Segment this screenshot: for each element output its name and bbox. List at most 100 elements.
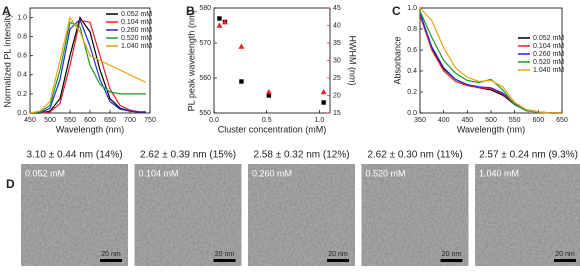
image-caption: 3.10 ± 0.44 nm (14%) (26, 150, 122, 161)
x-tick-label: 700 (124, 117, 136, 124)
y-axis-title: Normalized PL intensity (2, 13, 12, 108)
scale-bar-label: 20 nm (328, 251, 348, 258)
plot-frame (213, 7, 331, 114)
x-tick-label: 600 (532, 117, 544, 124)
triangle-marker (265, 89, 272, 95)
legend-label: 1.040 mM (121, 43, 152, 50)
panel-letter: A (2, 4, 11, 18)
y-tick-label: 550 (199, 110, 211, 117)
scale-bar (213, 259, 236, 262)
y2-tick-label: 25 (333, 75, 341, 82)
tem-texture (475, 164, 580, 266)
image-caption: 2.62 ± 0.30 nm (11%) (367, 150, 462, 161)
y-tick-label: 570 (199, 40, 211, 47)
image-caption: 2.58 ± 0.32 nm (12%) (253, 150, 349, 161)
panel-letter: D (6, 177, 15, 191)
x-tick-label: 0.5 (262, 117, 272, 124)
legend-label: 0.260 mM (533, 51, 564, 58)
scale-bar (440, 259, 463, 262)
y-tick-label: 0.4 (17, 72, 27, 79)
y2-tick-label: 45 (333, 5, 341, 12)
x-axis-title: Cluster concentration (mM) (218, 124, 327, 134)
y-tick-label: 580 (199, 5, 211, 12)
triangle-marker (221, 19, 228, 25)
scale-bar-label: 20 nm (442, 251, 462, 258)
tem-texture (21, 164, 128, 266)
x-tick-label: 550 (64, 117, 76, 124)
y2-tick-label: 40 (333, 22, 341, 29)
y-axis-title: Absorbance (392, 36, 402, 84)
square-marker (321, 100, 326, 105)
x-tick-label: 400 (438, 117, 450, 124)
legend-label: 0.260 mM (121, 27, 152, 34)
y-axis-title: PL peak wavelength (nm) (186, 10, 196, 112)
tem-texture (248, 164, 355, 266)
square-marker (217, 16, 222, 21)
concentration-label: 1.040 mM (479, 168, 519, 178)
image-caption: 2.57 ± 0.24 nm (9.3%) (479, 150, 578, 161)
legend-label: 0.104 mM (533, 43, 564, 50)
square-marker (266, 93, 272, 98)
y-tick-label: 0.8 (17, 33, 27, 40)
y2-tick-label: 15 (333, 110, 341, 117)
concentration-label: 0.052 mM (25, 168, 65, 178)
y-tick-label: 560 (199, 75, 211, 82)
triangle-marker (238, 43, 245, 49)
scale-bar (554, 259, 576, 262)
panel-letter: B (186, 4, 195, 18)
legend-label: 0.104 mM (121, 19, 152, 26)
x-tick-label: 450 (24, 117, 36, 124)
x-tick-label: 650 (104, 117, 116, 124)
panel-letter: C (392, 4, 401, 18)
line-series (30, 19, 146, 114)
y2-axis-title: HWHM (nm) (348, 36, 358, 86)
y2-tick-label: 30 (333, 57, 341, 64)
legend-label: 0.520 mM (121, 35, 152, 42)
x-tick-label: 650 (556, 117, 568, 124)
x-tick-label: 550 (509, 117, 521, 124)
y-tick-label: 1.0 (407, 5, 417, 12)
x-tick-label: 350 (414, 117, 426, 124)
x-tick-label: 1.0 (315, 117, 325, 124)
triangle-marker (216, 22, 223, 28)
x-tick-label: 0.0 (209, 117, 219, 124)
y-tick-label: 0.0 (17, 110, 27, 117)
y-tick-label: 0.6 (407, 47, 417, 54)
y2-tick-label: 20 (333, 92, 341, 99)
legend-label: 1.040 mM (533, 67, 564, 74)
x-axis-title: Wavelength (nm) (457, 124, 525, 134)
line-series (30, 18, 146, 114)
legend-label: 0.052 mM (121, 11, 152, 18)
scale-bar (100, 259, 122, 262)
y-tick-label: 0.6 (17, 53, 27, 60)
tem-texture (361, 164, 469, 266)
line-series (419, 7, 562, 114)
concentration-label: 0.520 mM (366, 168, 406, 178)
scale-bar-label: 20 nm (555, 251, 575, 258)
y2-tick-label: 35 (333, 40, 341, 47)
scale-bar-label: 20 nm (101, 251, 121, 258)
y-tick-label: 1.0 (17, 14, 27, 21)
x-tick-label: 500 (44, 117, 56, 124)
line-series (29, 16, 147, 114)
x-axis-title: Wavelength (nm) (56, 124, 124, 134)
y-tick-label: 0.4 (407, 68, 417, 75)
x-tick-label: 600 (84, 117, 96, 124)
x-tick-label: 500 (485, 117, 497, 124)
concentration-label: 0.104 mM (139, 168, 179, 178)
tem-texture (134, 164, 242, 266)
concentration-label: 0.260 mM (252, 168, 292, 178)
y-tick-label: 0.0 (407, 110, 417, 117)
legend-label: 0.520 mM (533, 59, 564, 66)
scale-bar (327, 259, 349, 262)
x-tick-label: 750 (144, 117, 156, 124)
line-series (29, 21, 146, 114)
image-caption: 2.62 ± 0.39 nm (15%) (140, 150, 236, 161)
scale-bar-label: 20 nm (215, 251, 235, 258)
y-tick-label: 0.2 (17, 91, 27, 98)
triangle-marker (320, 89, 327, 95)
legend-label: 0.052 mM (533, 35, 564, 42)
x-tick-label: 450 (461, 117, 473, 124)
